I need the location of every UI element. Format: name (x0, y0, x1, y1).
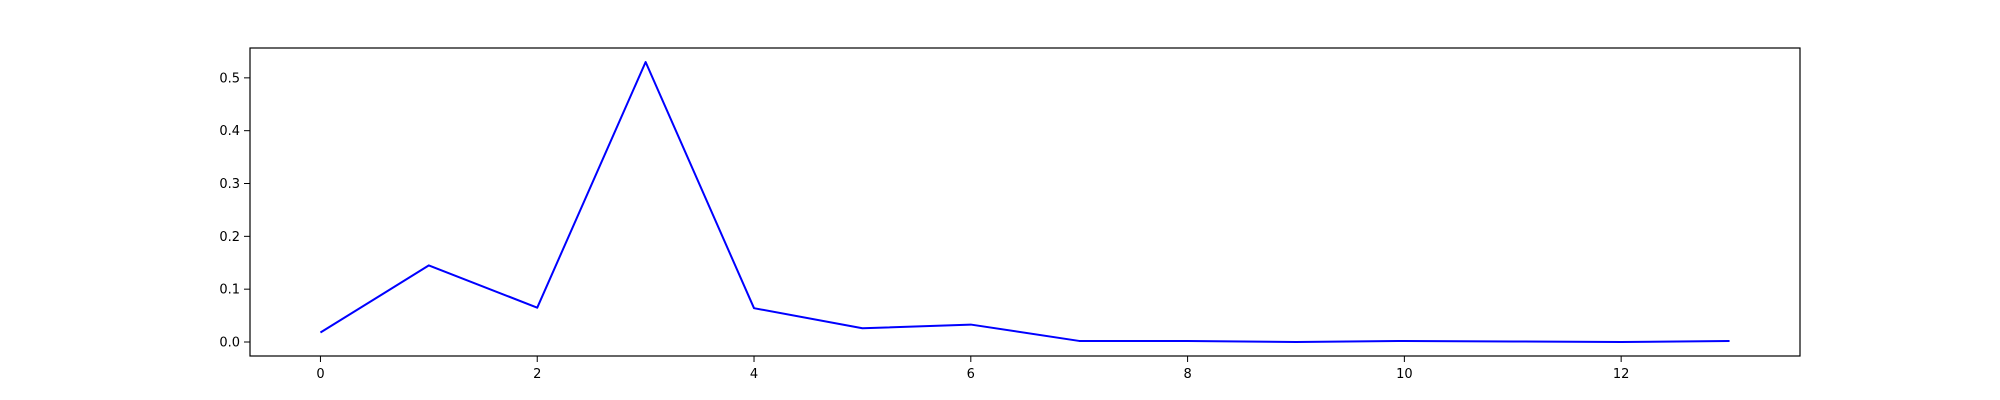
plot-frame (249, 47, 1801, 357)
series-layer (319, 61, 1730, 343)
x-tick-label: 0 (316, 367, 324, 382)
y-tick-label: 0.5 (219, 71, 240, 86)
y-tick-label: 0.3 (219, 177, 240, 192)
series-line-0 (319, 61, 1730, 343)
x-tick-label: 8 (1183, 367, 1191, 382)
y-tick-label: 0.1 (219, 283, 240, 298)
y-tick-label: 0.2 (219, 230, 240, 245)
y-tick-label: 0.4 (219, 124, 240, 139)
x-tick-label: 6 (967, 367, 975, 382)
x-tick-label: 12 (1613, 367, 1630, 382)
x-tick-label: 2 (533, 367, 541, 382)
x-tick-label: 10 (1396, 367, 1413, 382)
y-tick-label: 0.0 (219, 336, 240, 351)
x-axis-ticks: 0 2 4 6 8 10 12 (316, 356, 1629, 382)
y-axis-ticks: 0.0 0.1 0.2 0.3 0.4 0.5 (219, 71, 250, 351)
x-tick-label: 4 (750, 367, 758, 382)
